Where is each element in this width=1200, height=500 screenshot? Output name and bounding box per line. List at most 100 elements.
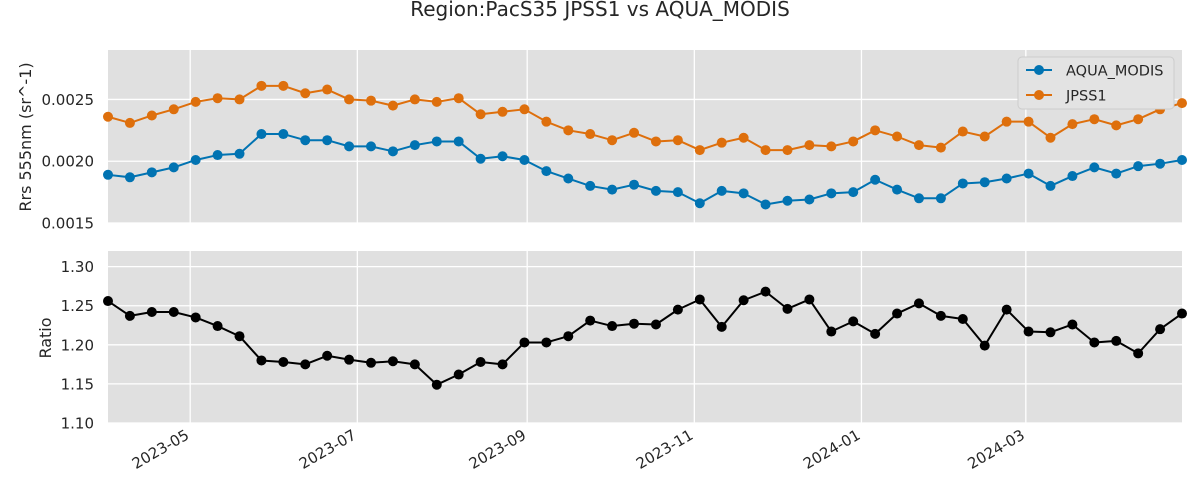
x-axis-ticks: 2023-05 2023-07 2023-09 2023-11 2024-01 2024-… [129,426,1028,473]
y-tick-label: 0.0025 [42,91,95,109]
data-point-ratio [387,356,398,367]
data-point-aqua-modis [1001,173,1012,184]
series-aqua-modis [103,129,1187,210]
data-point-ratio [1133,348,1144,359]
data-point-aqua-modis [475,153,486,164]
data-point-jpss1 [344,94,355,105]
data-point-ratio [541,337,552,348]
data-point-aqua-modis [519,154,530,165]
data-point-aqua-modis [234,148,245,159]
data-point-jpss1 [870,125,881,136]
data-point-aqua-modis [935,193,946,204]
data-point-aqua-modis [1023,168,1034,179]
data-point-aqua-modis [497,151,508,162]
data-point-ratio [826,326,837,337]
data-point-aqua-modis [541,166,552,177]
data-point-aqua-modis [629,179,640,190]
data-point-ratio [190,312,201,323]
series-ratio [103,286,1187,390]
data-point-ratio [366,357,377,368]
data-point-ratio [322,350,333,361]
data-point-ratio [782,303,793,314]
data-point-aqua-modis [585,180,596,191]
data-point-jpss1 [694,145,705,156]
data-point-ratio [409,359,420,370]
legend-marker-jpss1 [1034,90,1044,100]
data-point-jpss1 [278,80,289,91]
data-point-aqua-modis [672,187,683,198]
data-point-jpss1 [716,137,727,148]
data-point-aqua-modis [256,129,267,140]
data-point-ratio [1155,324,1166,335]
data-point-ratio [957,314,968,325]
data-point-aqua-modis [431,136,442,147]
data-point-jpss1 [431,96,442,107]
data-point-ratio [760,286,771,297]
data-point-ratio [672,304,683,315]
data-point-ratio [256,355,267,366]
data-point-aqua-modis [1177,154,1187,165]
data-point-jpss1 [453,93,464,104]
data-point-jpss1 [234,94,245,105]
data-point-aqua-modis [826,188,837,199]
data-point-jpss1 [541,116,552,127]
top-panel-rrs: 0.0015 0.0020 0.0025 [42,50,1187,233]
data-point-ratio [475,357,486,368]
data-point-ratio [1067,319,1078,330]
data-point-aqua-modis [146,167,157,178]
data-point-aqua-modis [453,136,464,147]
data-point-ratio [563,331,574,342]
data-point-aqua-modis [124,172,135,183]
data-point-ratio [892,308,903,319]
data-point-aqua-modis [848,187,859,198]
data-point-jpss1 [1089,114,1100,125]
data-point-jpss1 [300,88,311,99]
data-point-jpss1 [804,140,815,151]
data-point-ratio [212,321,223,332]
data-point-aqua-modis [322,135,333,146]
data-point-aqua-modis [212,150,223,161]
data-point-jpss1 [475,109,486,120]
plot-area-1 [108,251,1182,423]
data-point-aqua-modis [278,129,289,140]
data-point-aqua-modis [738,188,749,199]
data-point-aqua-modis [1089,162,1100,173]
data-point-jpss1 [256,80,267,91]
data-point-jpss1 [366,95,377,106]
data-point-jpss1 [585,129,596,140]
data-point-jpss1 [168,104,179,115]
x-tick-label: 2024-01 [800,426,863,473]
y-tick-label: 0.0020 [42,153,95,171]
data-point-aqua-modis [300,135,311,146]
data-point-jpss1 [957,126,968,137]
y-tick-label: 1.20 [61,336,94,354]
data-point-jpss1 [979,131,990,142]
data-point-ratio [497,359,508,370]
y-tick-label: 1.30 [61,258,94,276]
data-point-ratio [344,354,355,365]
data-point-jpss1 [1111,120,1122,131]
x-tick-label: 2024-03 [965,426,1028,473]
data-point-jpss1 [607,135,618,146]
bottom-panel-ratio: 1.10 1.15 1.20 1.25 1.30 [61,251,1187,433]
legend: AQUA_MODIS JPSS1 [1017,56,1175,110]
data-point-aqua-modis [409,140,420,151]
data-point-jpss1 [1177,98,1187,109]
data-point-aqua-modis [870,174,881,185]
data-point-jpss1 [1133,114,1144,125]
data-point-ratio [848,316,859,327]
data-point-ratio [234,331,245,342]
data-point-ratio [738,295,749,306]
data-point-aqua-modis [760,199,771,210]
data-point-jpss1 [629,127,640,138]
data-point-ratio [935,310,946,321]
legend-label-jpss1: JPSS1 [1065,89,1107,105]
data-point-aqua-modis [168,162,179,173]
legend-item-aqua-modis: AQUA_MODIS [1026,64,1163,80]
data-point-aqua-modis [1133,161,1144,172]
data-point-ratio [913,298,924,309]
data-point-aqua-modis [366,141,377,152]
data-point-jpss1 [1067,119,1078,130]
data-point-aqua-modis [716,185,727,196]
data-point-jpss1 [782,145,793,156]
